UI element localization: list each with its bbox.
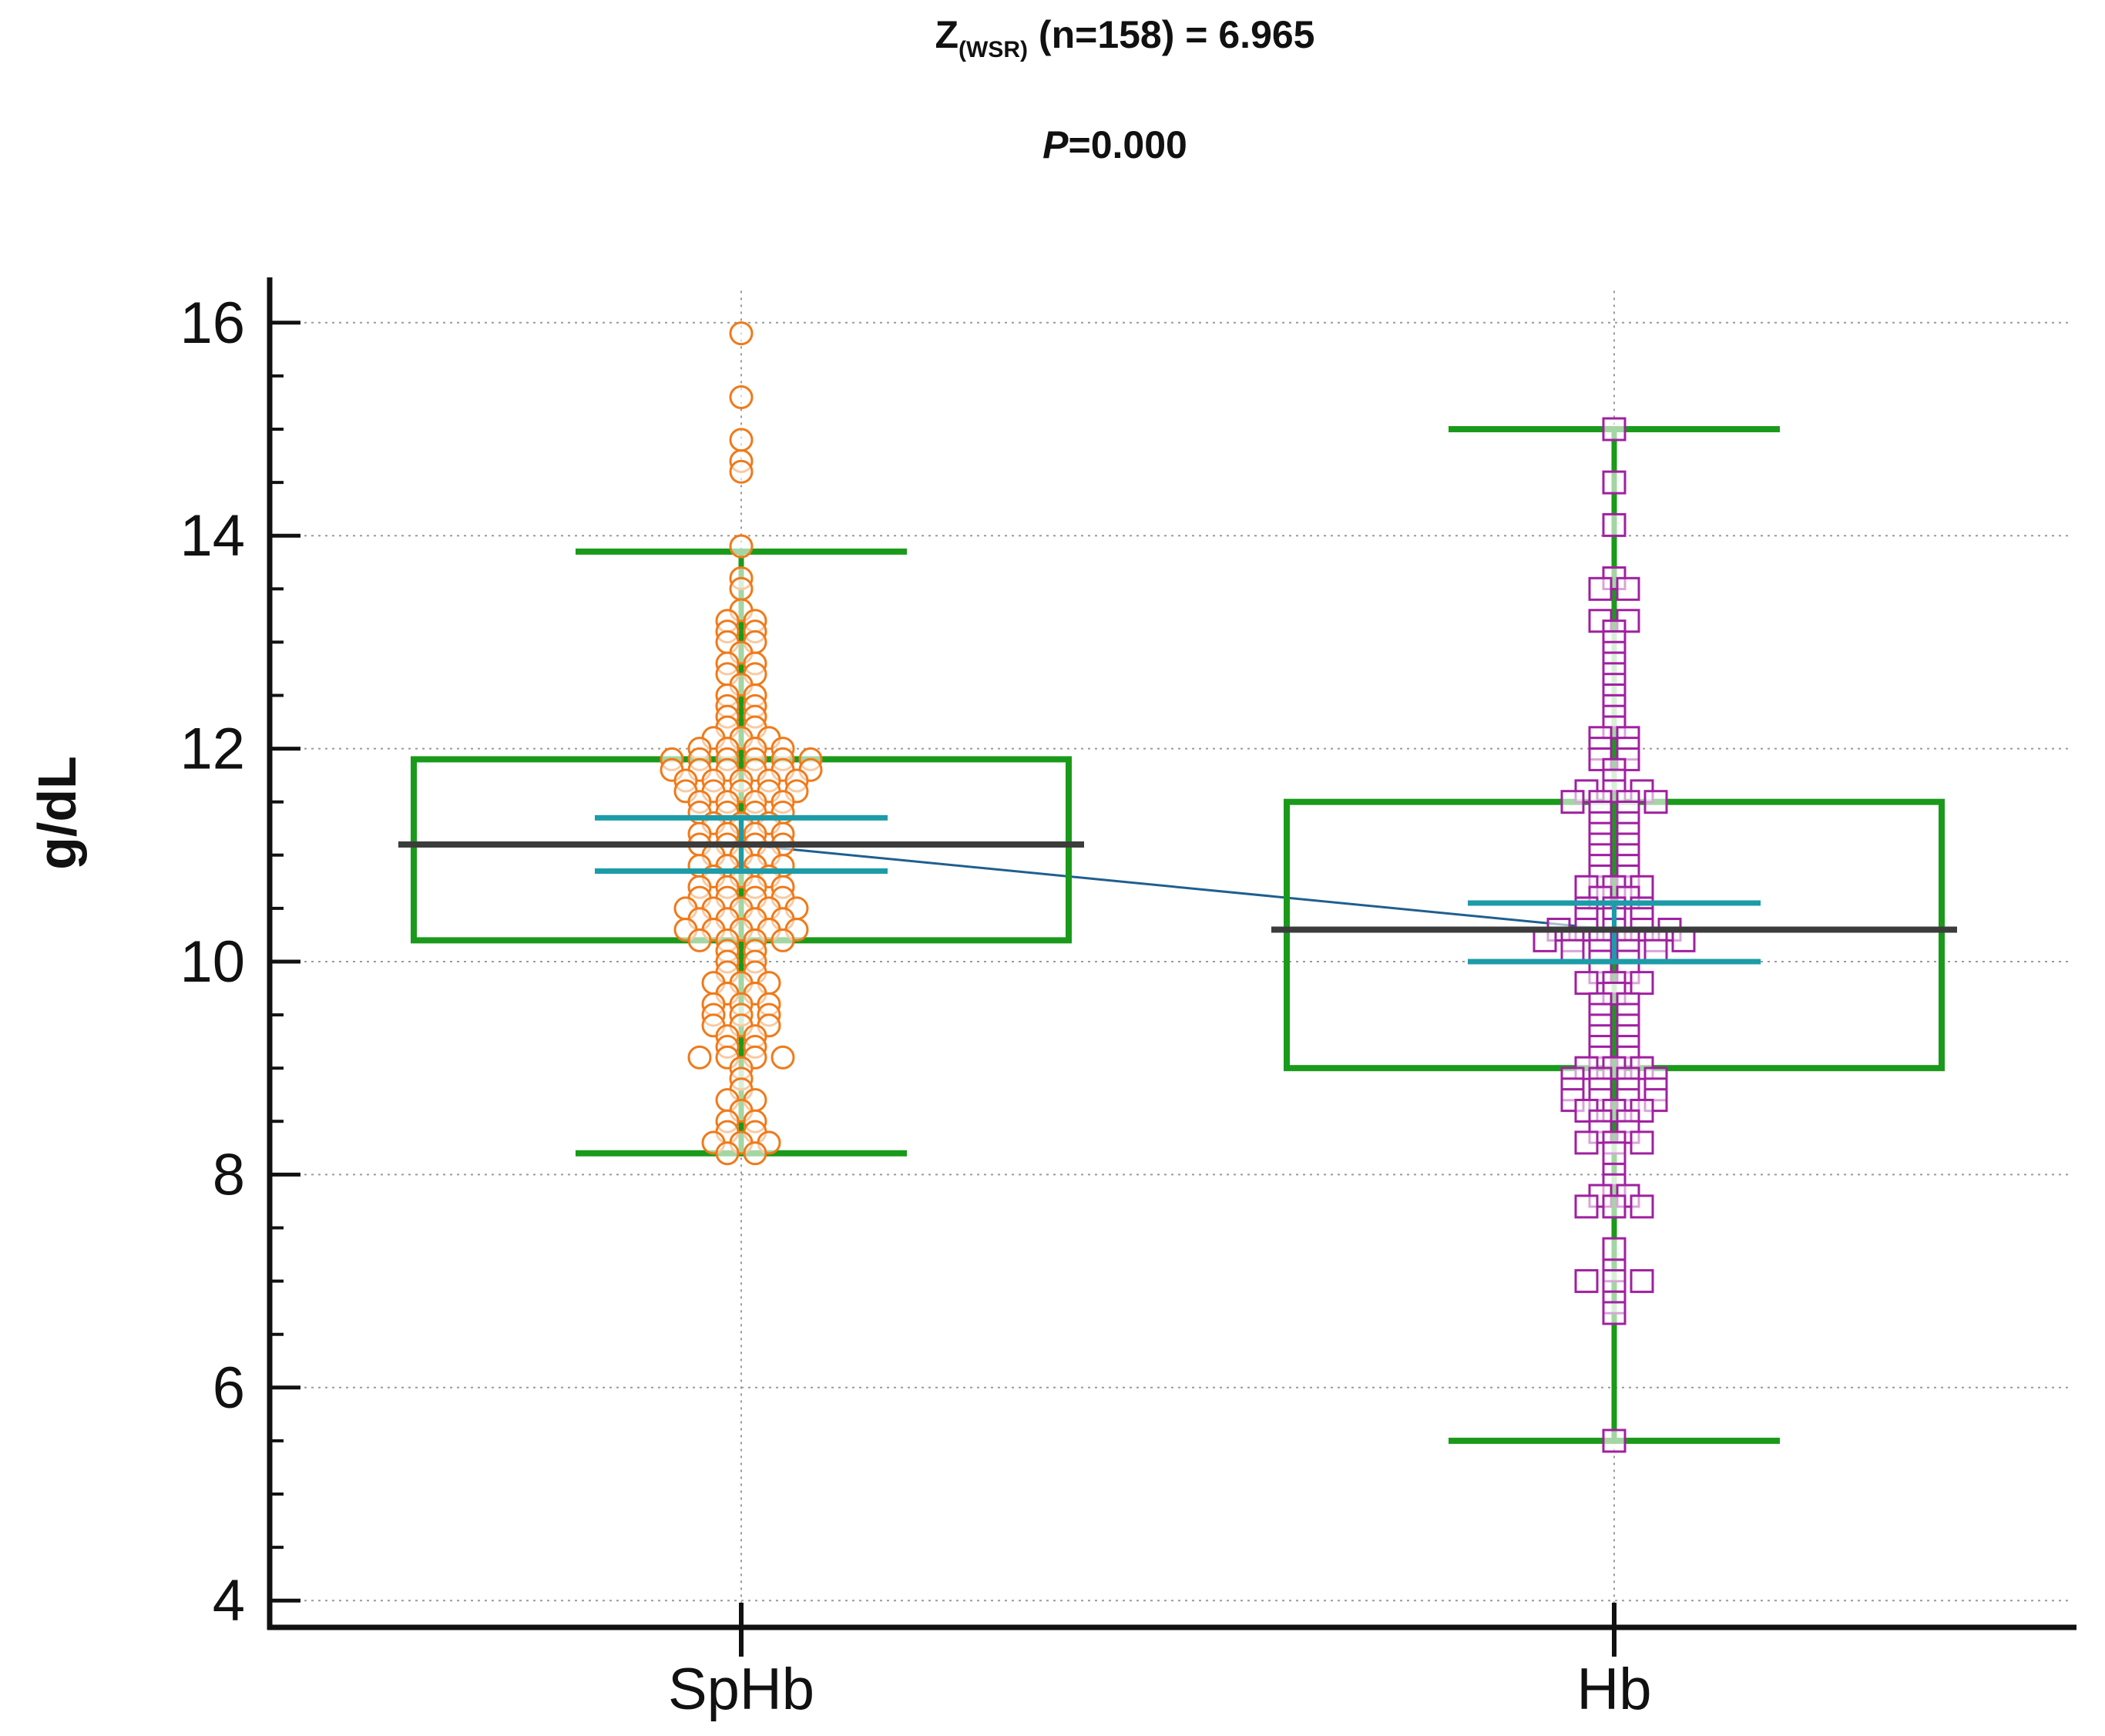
hb-data-point [1560,939,1585,963]
sphb-data-point [770,928,795,952]
chart-title-statistic: Z(WSR) (n=158) = 6.965 [935,13,1315,62]
sphb-data-point [729,576,754,601]
hb-data-point [1616,576,1640,601]
hb-data-point [1602,417,1627,442]
y-tick-label: 16 [180,290,245,356]
hb-data-point [1574,1269,1599,1294]
x-tick-label-hb: Hb [1576,1657,1651,1722]
sphb-data-point [770,1045,795,1069]
sphb-data-point [729,534,754,559]
hb-data-point [1630,1269,1654,1294]
y-tick-label: 14 [180,503,245,569]
chart-title-p-value: P=0.000 [1042,123,1187,166]
y-axis-title: g/dL [27,756,87,870]
sphb-data-point [687,928,712,952]
hb-data-point [1602,1269,1627,1294]
hb-data-point [1588,576,1613,601]
sphb-data-point [729,321,754,346]
sphb-data-point [687,1045,712,1069]
y-tick-label: 12 [180,717,245,782]
hb-data-point [1602,512,1627,537]
title-statistic-subscript: (WSR) [958,37,1028,62]
hb-data-point [1602,1237,1627,1261]
y-tick-label: 8 [213,1142,245,1207]
y-tick-label: 6 [213,1355,245,1421]
hb-data-point [1602,470,1627,495]
hb-data-point [1602,1301,1627,1325]
sphb-data-point [729,385,754,410]
title-p-symbol: P [1042,123,1069,166]
hb-data-point [1630,1194,1654,1219]
hb-data-point [1602,1429,1627,1453]
hb-data-point [1574,1130,1599,1155]
hb-data-point [1574,1194,1599,1219]
sphb-data-point [729,459,754,484]
hb-data-point [1671,928,1696,952]
gridlines [270,290,2073,1624]
sphb-data-point [729,428,754,452]
title-p-value: =0.000 [1069,123,1187,166]
y-tick-label: 4 [213,1568,245,1634]
title-statistic-symbol: Z [935,13,959,56]
hb-data-point [1533,928,1557,952]
x-tick-label-sphb: SpHb [668,1657,814,1722]
hb-data-point [1643,790,1668,814]
data-points-layer [660,321,1696,1453]
sphb-data-point [743,1141,767,1166]
hb-data-point [1602,1194,1627,1219]
hb-data-point [1602,1141,1627,1166]
hb-data-point [1643,939,1668,963]
hb-data-point [1560,790,1585,814]
title-statistic-value: (n=158) = 6.965 [1028,13,1314,56]
hb-data-point [1630,971,1654,996]
hb-data-point [1630,1130,1654,1155]
y-axis-ticks: 4 6 8 10 12 14 16 [180,290,300,1634]
y-tick-label: 10 [180,929,245,995]
median-connector [740,843,1615,932]
hb-data-point [1574,971,1599,996]
median-ci-layer [398,814,1957,965]
boxes-layer [411,426,1945,1444]
x-axis-ticks: SpHb Hb [668,1603,1652,1722]
sphb-data-point [715,1141,740,1166]
median-connector-line [740,843,1615,932]
